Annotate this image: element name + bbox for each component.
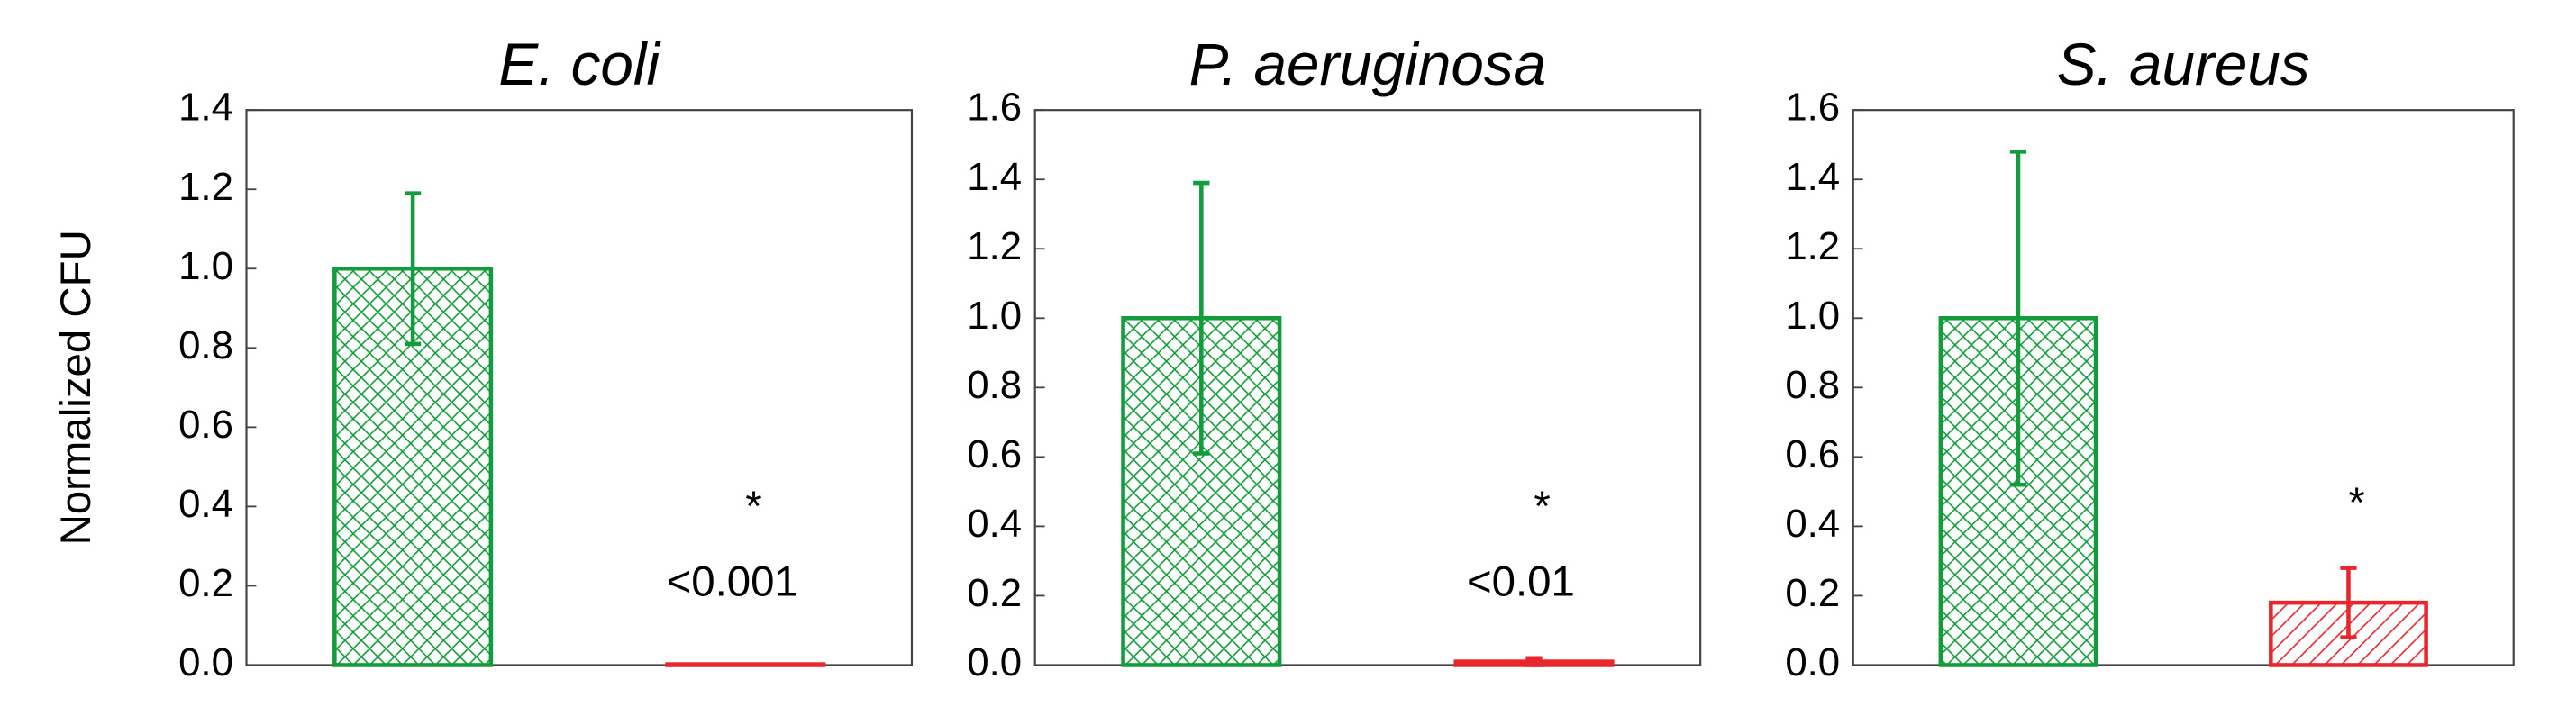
error-bar: [1525, 656, 1543, 667]
error-bar: [2340, 566, 2357, 639]
y-tick-label: 0.2: [178, 561, 233, 605]
y-tick-label: 0.8: [967, 363, 1022, 407]
y-axis-label: Normalized CFU: [52, 230, 100, 545]
y-tick-label: 1.2: [1785, 224, 1840, 268]
chart-title: P. aeruginosa: [1189, 32, 1547, 97]
y-tick-label: 0.0: [967, 640, 1022, 684]
y-tick-label: 0.4: [1785, 502, 1840, 546]
y-tick-label: 0.4: [178, 482, 233, 526]
y-tick-label: 1.2: [178, 165, 233, 209]
annotation: *: [745, 483, 761, 530]
bar: [665, 662, 826, 667]
y-tick-label: 0.6: [178, 403, 233, 447]
y-tick-label: 0.6: [1785, 432, 1840, 476]
y-tick-label: 1.0: [967, 294, 1022, 338]
y-tick-label: 0.0: [1785, 640, 1840, 684]
annotation: <0.01: [1467, 558, 1575, 606]
y-tick-label: 0.8: [178, 323, 233, 367]
y-tick-label: 1.6: [967, 86, 1022, 130]
y-tick-label: 1.4: [1785, 155, 1840, 199]
error-bar: [1193, 180, 1210, 456]
error-bar: [2009, 150, 2027, 487]
y-tick-label: 1.4: [178, 86, 233, 130]
y-tick-label: 0.2: [1785, 571, 1840, 615]
y-tick-label: 0.8: [1785, 363, 1840, 407]
error-bar: [404, 191, 422, 347]
y-tick-label: 1.0: [1785, 294, 1840, 338]
chart-title: E. coli: [498, 32, 661, 97]
y-tick-label: 0.4: [967, 502, 1022, 546]
annotation: <0.001: [667, 558, 798, 606]
y-tick-label: 1.0: [178, 244, 233, 288]
chart-title: S. aureus: [2057, 32, 2310, 97]
y-tick-label: 0.6: [967, 432, 1022, 476]
y-tick-label: 1.6: [1785, 86, 1840, 130]
y-tick-label: 0.2: [967, 571, 1022, 615]
y-tick-label: 0.0: [178, 640, 233, 684]
annotation: *: [2348, 479, 2364, 527]
bar: [332, 266, 494, 667]
plot-frame: [245, 109, 914, 666]
y-tick-label: 1.4: [967, 155, 1022, 199]
y-tick-label: 1.2: [967, 224, 1022, 268]
annotation: *: [1534, 483, 1550, 530]
